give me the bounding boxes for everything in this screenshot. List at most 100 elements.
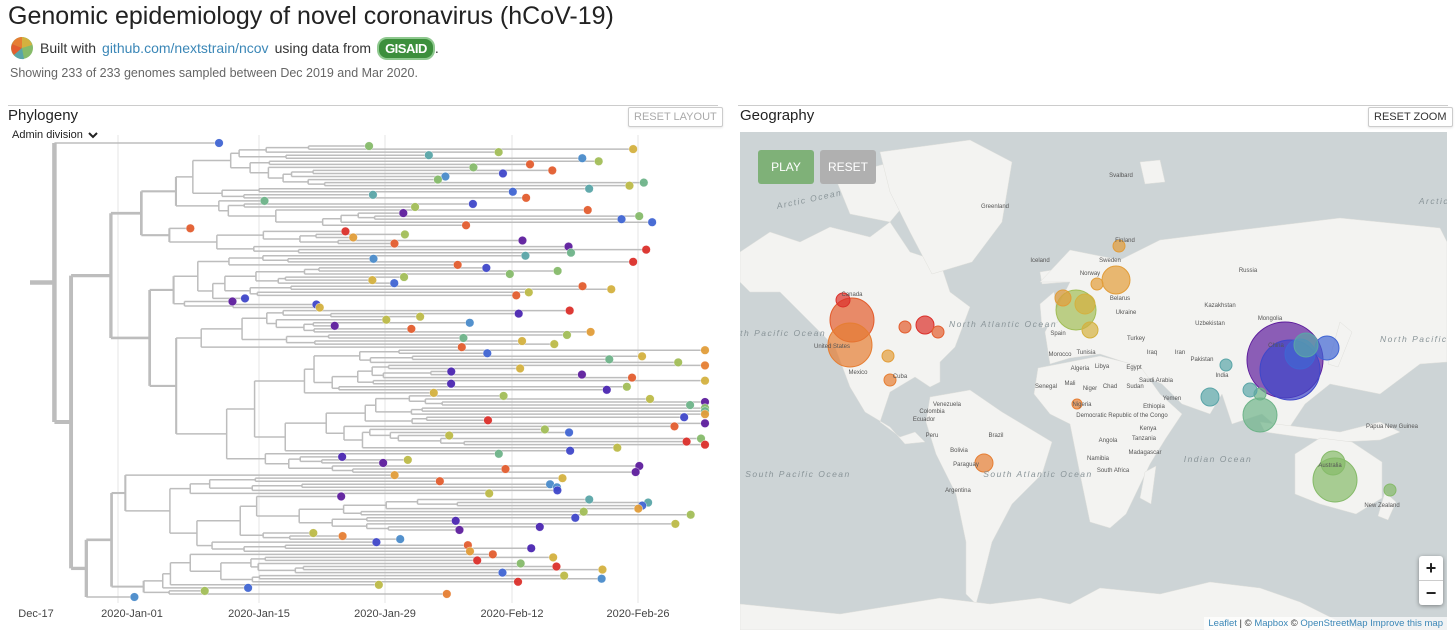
location-circle[interactable] xyxy=(1293,332,1319,358)
tree-tip[interactable] xyxy=(553,266,563,276)
location-circle[interactable] xyxy=(881,349,895,363)
tree-tip[interactable] xyxy=(604,354,614,364)
tree-tip[interactable] xyxy=(429,388,439,398)
tree-tip[interactable] xyxy=(390,470,400,480)
tree-tip[interactable] xyxy=(395,534,405,544)
leaflet-link[interactable]: Leaflet xyxy=(1208,618,1237,629)
tree-tip[interactable] xyxy=(633,504,643,514)
tree-tip[interactable] xyxy=(435,476,445,486)
tree-tip[interactable] xyxy=(511,290,521,300)
tree-tip[interactable] xyxy=(524,287,534,297)
tree-tip[interactable] xyxy=(685,400,695,410)
tree-tip[interactable] xyxy=(364,141,374,151)
tree-tip[interactable] xyxy=(597,565,607,575)
tree-tip[interactable] xyxy=(682,437,692,447)
tree-tip[interactable] xyxy=(371,537,381,547)
tree-tip[interactable] xyxy=(577,153,587,163)
tree-tip[interactable] xyxy=(637,351,647,361)
tree-tip[interactable] xyxy=(578,281,588,291)
tree-tip[interactable] xyxy=(508,187,518,197)
tree-tip[interactable] xyxy=(565,446,575,456)
tree-tip[interactable] xyxy=(465,546,475,556)
tree-tip[interactable] xyxy=(520,251,530,261)
zoom-out-button[interactable]: − xyxy=(1419,580,1443,605)
tree-tip[interactable] xyxy=(631,467,641,477)
tree-tip[interactable] xyxy=(497,568,507,578)
tree-tip[interactable] xyxy=(639,178,649,188)
tree-tip[interactable] xyxy=(670,519,680,529)
location-circle[interactable] xyxy=(1242,382,1258,398)
location-circle[interactable] xyxy=(1090,277,1104,291)
tree-tip[interactable] xyxy=(442,589,452,599)
tree-tip[interactable] xyxy=(433,175,443,185)
tree-tip[interactable] xyxy=(517,336,527,346)
tree-tip[interactable] xyxy=(468,199,478,209)
tree-tip[interactable] xyxy=(577,370,587,380)
tree-tip[interactable] xyxy=(453,260,463,270)
tree-tip[interactable] xyxy=(628,257,638,267)
tree-tip[interactable] xyxy=(700,360,710,370)
tree-tip[interactable] xyxy=(337,452,347,462)
color-by-select[interactable]: Admin division xyxy=(12,129,98,141)
tree-tip[interactable] xyxy=(559,571,569,581)
tree-tip[interactable] xyxy=(597,574,607,584)
tree-tip[interactable] xyxy=(515,363,525,373)
tree-tip[interactable] xyxy=(381,315,391,325)
tree-tip[interactable] xyxy=(514,309,524,319)
location-circle[interactable] xyxy=(1200,387,1220,407)
tree-tip[interactable] xyxy=(243,583,253,593)
tree-tip[interactable] xyxy=(500,464,510,474)
tree-tip[interactable] xyxy=(583,205,593,215)
tree-tip[interactable] xyxy=(227,296,237,306)
tree-tip[interactable] xyxy=(566,248,576,258)
location-circle[interactable] xyxy=(1219,358,1233,372)
tree-tip[interactable] xyxy=(458,333,468,343)
tree-tip[interactable] xyxy=(606,284,616,294)
tree-tip[interactable] xyxy=(488,549,498,559)
tree-tip[interactable] xyxy=(374,580,384,590)
reset-layout-button[interactable]: RESET LAYOUT xyxy=(628,107,723,127)
phylogeny-tree[interactable] xyxy=(0,135,715,605)
location-circle[interactable] xyxy=(835,292,851,308)
tree-tip[interactable] xyxy=(378,458,388,468)
tree-tip[interactable] xyxy=(641,245,651,255)
tree-tip[interactable] xyxy=(557,473,567,483)
mapbox-link[interactable]: Mapbox xyxy=(1254,618,1289,629)
tree-tip[interactable] xyxy=(494,147,504,157)
reset-button[interactable]: RESET xyxy=(820,150,876,184)
tree-tip[interactable] xyxy=(669,421,679,431)
tree-tip[interactable] xyxy=(700,345,710,355)
location-circle[interactable] xyxy=(1071,398,1083,410)
tree-tip[interactable] xyxy=(389,239,399,249)
tree-tip[interactable] xyxy=(586,327,596,337)
tree-tip[interactable] xyxy=(330,321,340,331)
tree-tip[interactable] xyxy=(444,431,454,441)
location-circle[interactable] xyxy=(1074,293,1096,315)
tree-tip[interactable] xyxy=(551,562,561,572)
tree-tip[interactable] xyxy=(315,303,325,313)
tree-tip[interactable] xyxy=(700,418,710,428)
tree-tip[interactable] xyxy=(686,510,696,520)
tree-tip[interactable] xyxy=(526,543,536,553)
repo-link[interactable]: github.com/nextstrain/ncov xyxy=(102,40,269,56)
tree-tip[interactable] xyxy=(200,586,210,596)
tree-tip[interactable] xyxy=(700,440,710,450)
tree-tip[interactable] xyxy=(579,507,589,517)
tree-tip[interactable] xyxy=(602,385,612,395)
location-circle[interactable] xyxy=(883,373,897,387)
tree-tip[interactable] xyxy=(483,415,493,425)
tree-tip[interactable] xyxy=(700,376,710,386)
tree-tip[interactable] xyxy=(406,324,416,334)
tree-tip[interactable] xyxy=(549,339,559,349)
tree-tip[interactable] xyxy=(214,138,224,148)
tree-tip[interactable] xyxy=(505,269,515,279)
tree-tip[interactable] xyxy=(410,202,420,212)
tree-tip[interactable] xyxy=(647,217,657,227)
tree-tip[interactable] xyxy=(570,513,580,523)
tree-tip[interactable] xyxy=(368,190,378,200)
tree-tip[interactable] xyxy=(562,330,572,340)
tree-tip[interactable] xyxy=(552,485,562,495)
osm-link[interactable]: OpenStreetMap xyxy=(1300,618,1368,629)
tree-tip[interactable] xyxy=(451,516,461,526)
tree-tip[interactable] xyxy=(564,427,574,437)
